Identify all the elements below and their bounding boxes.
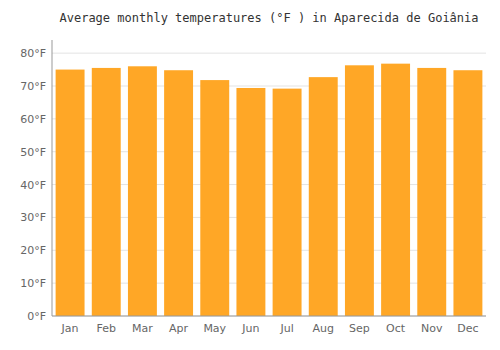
x-tick-label: Sep xyxy=(349,322,370,335)
x-tick-label: Apr xyxy=(169,322,189,335)
y-tick-label: 0°F xyxy=(27,310,46,323)
bar xyxy=(345,65,374,316)
title: Average monthly temperatures (°F ) in Ap… xyxy=(59,11,478,25)
bar xyxy=(56,70,85,316)
y-tick-label: 20°F xyxy=(20,244,46,257)
chart: Average monthly temperatures (°F ) in Ap… xyxy=(0,0,500,350)
x-tick-label: Oct xyxy=(386,322,406,335)
bar xyxy=(309,77,338,316)
bar xyxy=(128,66,157,316)
x-axis-line xyxy=(52,316,486,317)
x-tick-label: Dec xyxy=(457,322,478,335)
bar xyxy=(164,70,193,316)
page: {"chart_data": {"type": "bar", "title": … xyxy=(0,0,500,350)
x-tick-label: Jul xyxy=(279,322,293,335)
y-axis-labels: 0°F 10°F 20°F 30°F 40°F 50°F 60°F 70°F 80°F xyxy=(20,47,46,323)
grid-line xyxy=(52,53,486,54)
bars xyxy=(56,64,483,316)
bar xyxy=(200,80,229,316)
chart-container: Average monthly temperatures (°F ) in Ap… xyxy=(0,0,500,350)
y-tick-label: 80°F xyxy=(20,47,46,60)
bar xyxy=(273,89,302,316)
y-tick-label: 70°F xyxy=(20,80,46,93)
x-tick-label: Jan xyxy=(61,322,79,335)
y-axis-line xyxy=(52,40,53,316)
y-tick-label: 50°F xyxy=(20,146,46,159)
x-tick-label: May xyxy=(203,322,226,335)
bar xyxy=(453,70,482,316)
bar xyxy=(236,88,265,316)
bar xyxy=(92,68,121,316)
x-tick-label: Jun xyxy=(241,322,259,335)
x-tick-label: Nov xyxy=(421,322,443,335)
x-tick-label: Mar xyxy=(132,322,153,335)
x-tick-label: Feb xyxy=(97,322,116,335)
bar xyxy=(381,64,410,316)
x-axis-labels: Jan Feb Mar Apr May Jun Jul Aug Sep Oct Nov Dec xyxy=(61,322,479,335)
x-tick-label: Aug xyxy=(313,322,334,335)
grid-line xyxy=(52,316,486,317)
y-tick-label: 60°F xyxy=(20,113,46,126)
y-tick-label: 10°F xyxy=(20,277,46,290)
grid xyxy=(52,53,486,316)
y-tick-label: 30°F xyxy=(20,211,46,224)
bar xyxy=(417,68,446,316)
y-tick-label: 40°F xyxy=(20,179,46,192)
